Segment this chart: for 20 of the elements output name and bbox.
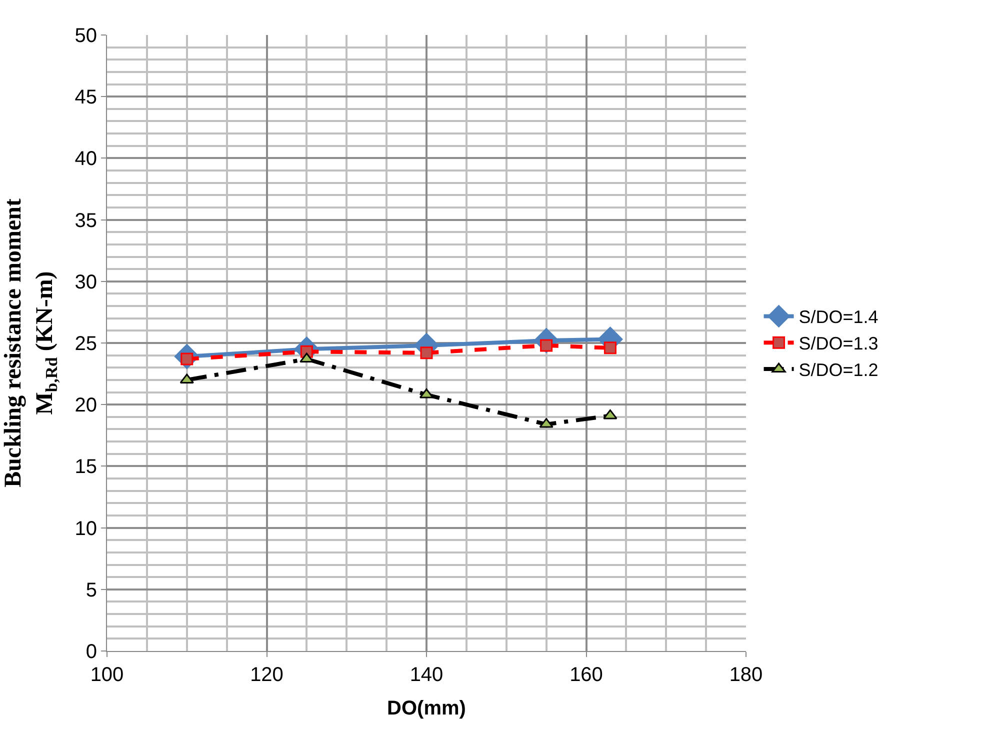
x-tick-label: 180 bbox=[729, 664, 763, 686]
legend-label: S/DO=1.3 bbox=[798, 334, 878, 354]
y-tick-label: 5 bbox=[86, 579, 97, 602]
y-tick-label: 40 bbox=[74, 148, 97, 170]
y-tick-label: 30 bbox=[74, 271, 97, 294]
legend-label: S/DO=1.4 bbox=[798, 307, 878, 328]
y-tick-label: 25 bbox=[74, 333, 97, 355]
x-tick-label: 120 bbox=[250, 664, 284, 686]
y-tick-label: 0 bbox=[86, 641, 97, 663]
y-tick-label: 45 bbox=[74, 86, 97, 109]
x-tick-label: 160 bbox=[570, 664, 603, 686]
x-tick-label: 140 bbox=[410, 664, 444, 686]
legend-label: S/DO=1.2 bbox=[798, 360, 878, 380]
y-tick-label: 50 bbox=[74, 25, 97, 47]
y-tick-label: 15 bbox=[74, 456, 97, 478]
x-axis-title: DO(mm) bbox=[387, 698, 466, 720]
x-tick-label: 100 bbox=[90, 664, 124, 686]
y-tick-label: 35 bbox=[74, 210, 97, 232]
y-tick-label: 10 bbox=[74, 518, 97, 540]
y-tick-label: 20 bbox=[74, 394, 97, 417]
